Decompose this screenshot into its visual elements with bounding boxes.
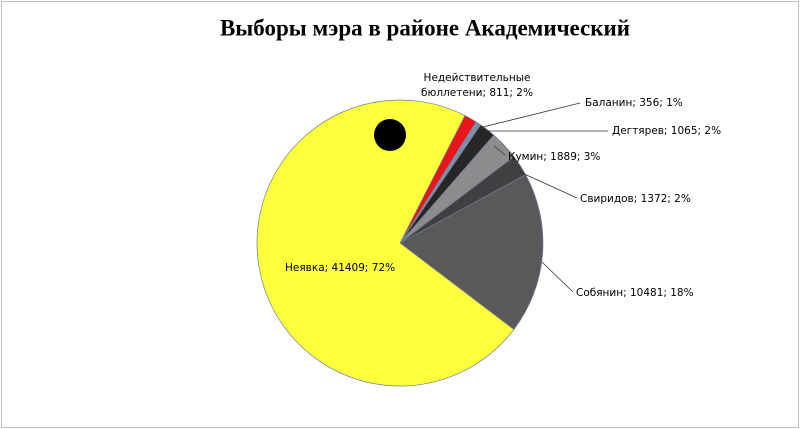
pie-slice: [256, 99, 515, 387]
leader-line: [541, 261, 574, 293]
leader-line: [482, 102, 581, 128]
data-label: Баланин; 356; 1%: [585, 97, 683, 109]
leader-line: [519, 171, 578, 199]
data-label: Кумин; 1889; 3%: [508, 151, 600, 163]
pie: [256, 99, 544, 387]
leader-line: [493, 145, 506, 156]
chart-title: Выборы мэра в районе Академический: [220, 15, 630, 40]
dot: [374, 119, 406, 151]
data-label: Недействительные бюллетени; 811; 2%: [421, 72, 533, 99]
data-label-line: бюллетени; 811; 2%: [421, 87, 533, 99]
data-label-line: Недействительные: [424, 72, 531, 84]
pie-slice: [399, 174, 544, 330]
data-label: Неявка; 41409; 72%: [285, 262, 395, 274]
data-label: Дегтярев; 1065; 2%: [612, 125, 721, 137]
data-label: Свиридов; 1372; 2%: [580, 193, 691, 205]
data-label: Собянин; 10481; 18%: [576, 287, 694, 299]
